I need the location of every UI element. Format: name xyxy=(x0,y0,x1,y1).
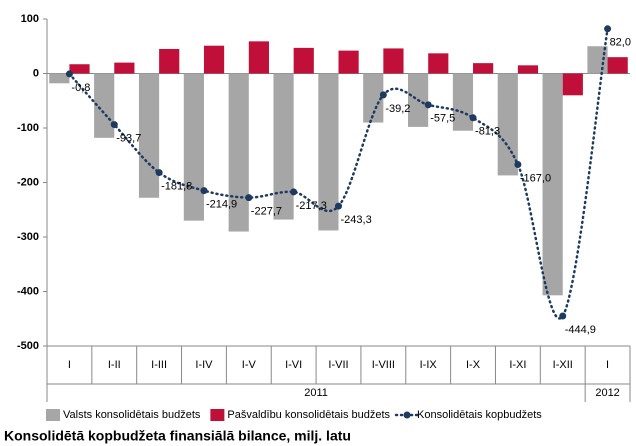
bar xyxy=(452,73,474,131)
line-marker xyxy=(200,187,208,195)
bar xyxy=(114,62,135,74)
bar xyxy=(138,73,160,198)
line-marker xyxy=(604,25,612,33)
x-tick-label: I-VII xyxy=(328,359,348,371)
bar xyxy=(159,48,180,74)
legend-label: Valsts konsolidētais budžets xyxy=(63,409,201,421)
bar xyxy=(473,63,494,74)
x-group-label: 2012 xyxy=(595,387,619,399)
x-tick-label: I-II xyxy=(108,359,121,371)
bar xyxy=(607,57,628,74)
line-marker xyxy=(245,194,253,202)
bar xyxy=(587,46,608,74)
legend-label: Konsolidētais kopbudžets xyxy=(417,409,542,421)
x-tick-label: I-V xyxy=(242,359,257,371)
bar xyxy=(383,48,404,74)
y-tick-label: -200 xyxy=(17,176,39,188)
bar xyxy=(49,73,70,84)
data-label: -214,9 xyxy=(206,199,237,211)
data-label: 82,0 xyxy=(610,37,631,49)
line-marker xyxy=(290,188,298,196)
line-marker xyxy=(155,169,163,177)
x-tick-label: I-X xyxy=(466,359,481,371)
bar xyxy=(497,73,518,176)
bar xyxy=(203,45,225,74)
bar xyxy=(428,53,449,74)
y-tick-label: -400 xyxy=(17,285,39,297)
line-marker xyxy=(110,121,118,129)
legend-swatch xyxy=(210,409,225,421)
chart-title: Konsolidētā kopbudžeta finansiālā bilanc… xyxy=(4,428,351,444)
x-tick-label: I xyxy=(68,359,71,371)
data-label: -0,8 xyxy=(71,82,90,94)
bar xyxy=(293,47,314,74)
x-tick-label: I-VIII xyxy=(372,359,395,371)
x-tick-label: I-XII xyxy=(553,359,573,371)
bar xyxy=(363,73,384,123)
bar xyxy=(338,50,359,74)
line-marker xyxy=(469,114,477,122)
x-tick-label: I-IX xyxy=(420,359,438,371)
data-label: -93,7 xyxy=(116,132,141,144)
y-tick-label: 0 xyxy=(33,67,39,79)
legend-label: Pašvaldību konsolidētais budžets xyxy=(227,409,390,421)
bar xyxy=(273,73,294,220)
data-label: -181,8 xyxy=(161,180,192,192)
data-label: -39,2 xyxy=(385,103,410,115)
data-label: -81,3 xyxy=(475,126,500,138)
line-marker xyxy=(335,202,342,210)
bar xyxy=(562,73,583,96)
line-marker xyxy=(65,70,73,78)
y-tick-label: -500 xyxy=(17,340,39,352)
data-label: -167,0 xyxy=(520,172,551,184)
line xyxy=(68,27,609,320)
data-label: -57,5 xyxy=(430,113,455,125)
bar xyxy=(318,73,339,231)
x-tick-label: I-VI xyxy=(285,359,302,371)
x-tick-label: I xyxy=(606,359,609,371)
data-label: -217,3 xyxy=(296,200,327,212)
data-label: -227,7 xyxy=(251,206,282,218)
bar xyxy=(517,65,539,74)
x-tick-label: I-IV xyxy=(195,359,213,371)
bar xyxy=(542,73,563,296)
bar xyxy=(183,73,204,221)
bar xyxy=(69,64,90,74)
x-group-label: 2011 xyxy=(304,387,328,399)
y-tick-label: 100 xyxy=(21,13,39,25)
y-tick-label: -100 xyxy=(17,122,39,134)
bar xyxy=(94,73,115,138)
x-tick-label: I-XI xyxy=(509,359,526,371)
line-marker xyxy=(379,91,387,99)
bar xyxy=(248,41,269,74)
legend-swatch xyxy=(403,411,411,419)
y-tick-label: -300 xyxy=(17,231,39,243)
data-label: -243,3 xyxy=(341,214,372,226)
line-marker xyxy=(559,312,567,320)
line-marker xyxy=(514,161,522,169)
data-label: -444,9 xyxy=(565,324,596,336)
bar xyxy=(228,73,249,232)
x-tick-label: I-III xyxy=(151,359,167,371)
legend-swatch xyxy=(46,409,60,421)
line-marker xyxy=(424,101,432,109)
